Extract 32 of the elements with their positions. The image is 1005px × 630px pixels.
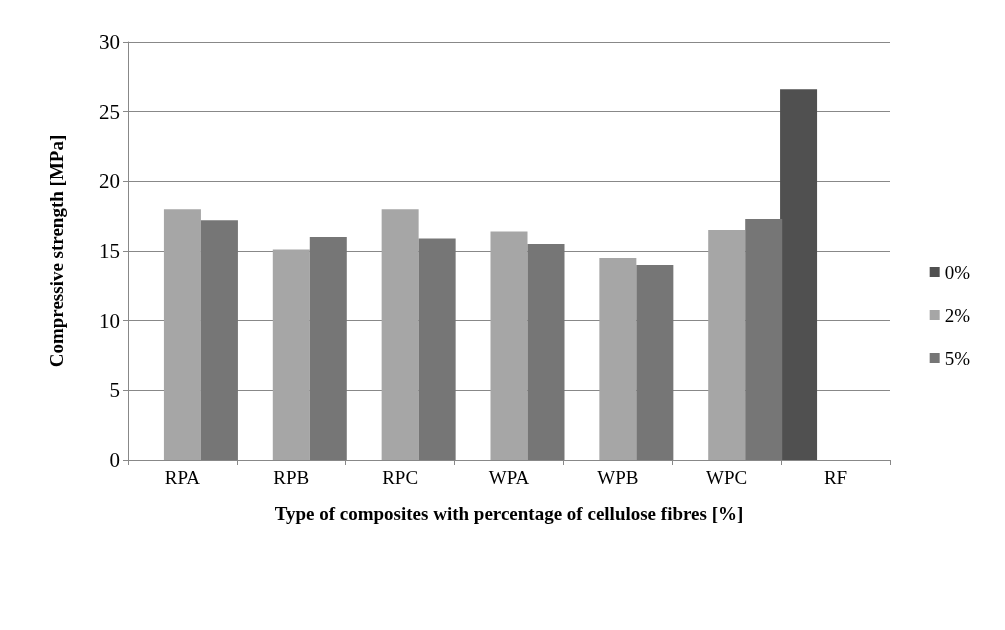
bar (200, 220, 238, 460)
bar (381, 209, 419, 460)
bar (745, 218, 783, 460)
x-tick-label: WPB (597, 467, 639, 488)
bar (599, 257, 637, 460)
bar (708, 230, 746, 460)
y-tick-label: 5 (109, 378, 120, 403)
y-tick-label: 15 (99, 239, 120, 263)
legend-label: 2% (944, 304, 971, 326)
bar (527, 244, 565, 460)
y-tick-label: 25 (99, 99, 120, 124)
legend-label: 0% (944, 261, 971, 283)
legend-label: 5% (944, 347, 971, 369)
y-tick-label: 20 (99, 169, 120, 194)
bar (309, 237, 347, 460)
x-tick-label: RPC (382, 467, 419, 488)
y-tick-label: 0 (109, 448, 120, 472)
bar (490, 231, 528, 460)
x-tick-label: WPA (488, 467, 530, 488)
x-tick-label: RPA (164, 467, 201, 488)
y-tick-label: 10 (99, 308, 120, 333)
bar (418, 238, 456, 460)
x-axis-title: Type of composites with percentage of cellulose fibres [%] (274, 503, 744, 524)
bar (636, 264, 674, 460)
x-tick-label: RF (823, 467, 848, 488)
bar (272, 249, 310, 460)
x-tick-label: WPC (706, 467, 748, 488)
bar (780, 89, 818, 460)
y-tick-label: 30 (99, 30, 120, 54)
y-axis-title: Compressive strength [MPa] (46, 134, 67, 368)
x-tick-label: RPB (273, 467, 310, 488)
bar (163, 209, 201, 460)
